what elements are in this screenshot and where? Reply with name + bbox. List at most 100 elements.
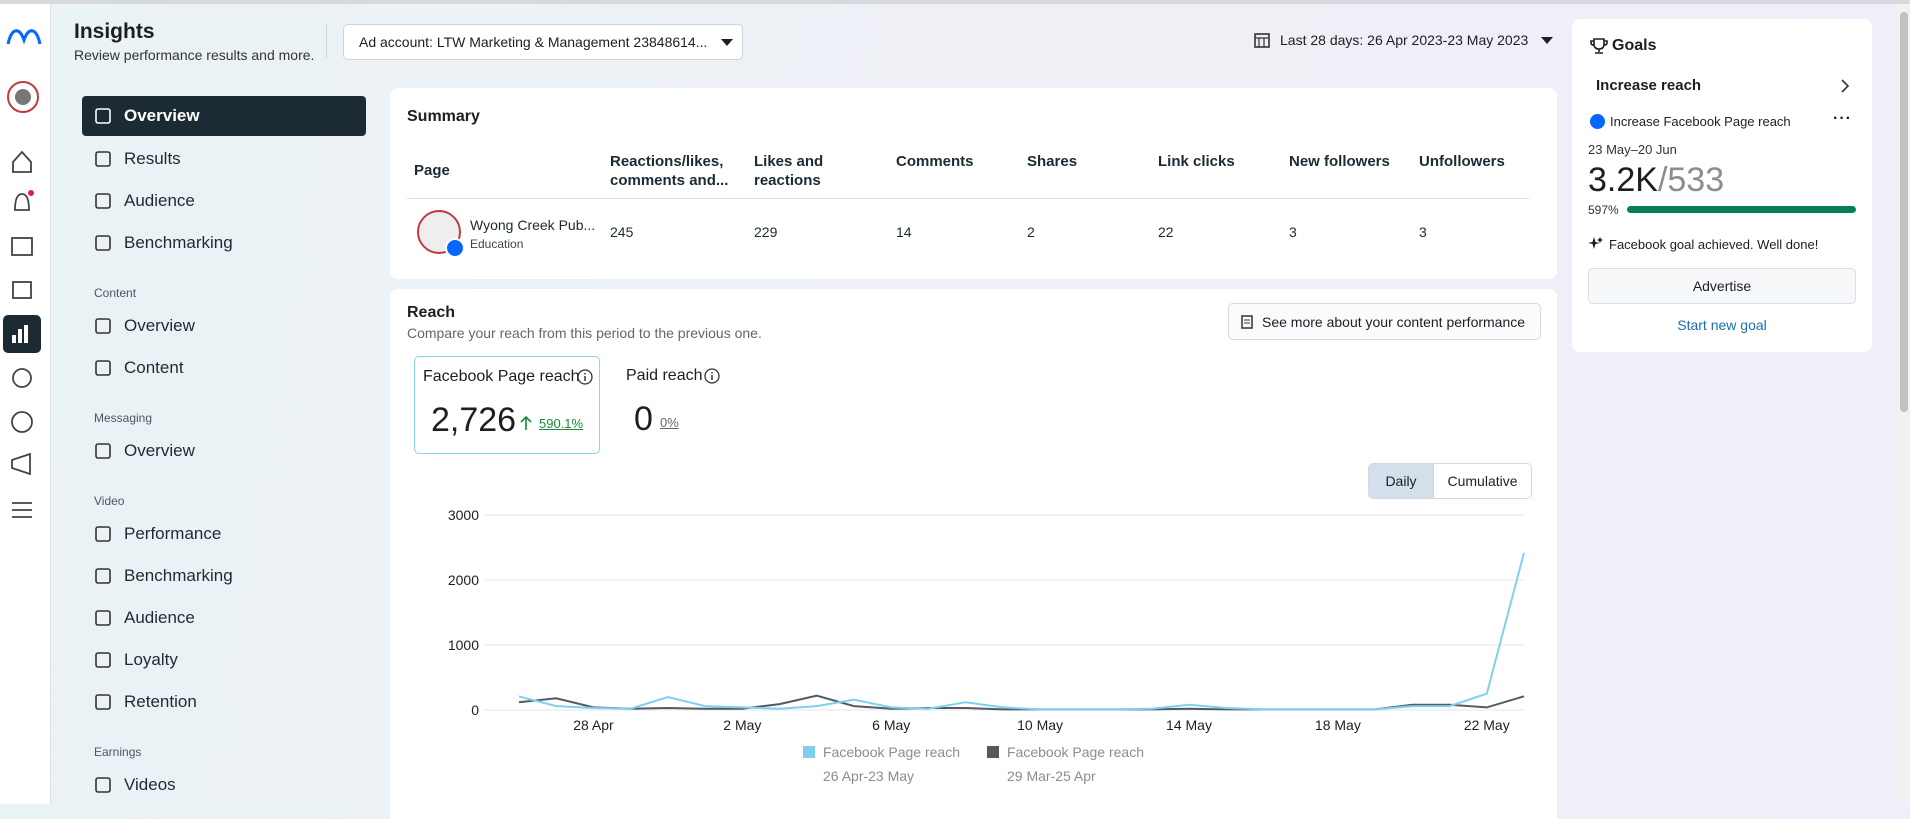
nav-icon xyxy=(95,610,111,626)
legend-swatch xyxy=(803,746,815,758)
goal-item: Increase Facebook Page reach xyxy=(1610,114,1791,129)
reach-title: Reach xyxy=(407,304,456,321)
nav-item[interactable]: Audience xyxy=(82,597,366,639)
summary-card: Summary Page Reactions/likes, comments an… xyxy=(390,88,1557,279)
monetize-icon[interactable] xyxy=(11,411,33,433)
date-range-selector[interactable]: Last 28 days: 26 Apr 2023-23 May 2023 xyxy=(1254,32,1554,48)
goal-name[interactable]: Increase reach xyxy=(1596,77,1702,94)
nav-item[interactable]: Benchmarking xyxy=(82,222,366,264)
nav-icon-shape xyxy=(95,235,111,251)
more-menu[interactable]: ··· xyxy=(1833,110,1852,127)
page-category: Education xyxy=(470,237,524,251)
dropdown-caret xyxy=(721,39,734,46)
nav-item[interactable]: Results xyxy=(82,138,366,180)
scrollbar-thumb[interactable] xyxy=(1900,12,1908,412)
icon-rail xyxy=(0,4,51,804)
header-divider xyxy=(407,198,1529,199)
x-tick-label: 18 May xyxy=(1315,717,1361,733)
nav-item-label: Overview xyxy=(124,106,200,125)
nav-item-label: Overview xyxy=(124,441,195,460)
nav-item-label: Overview xyxy=(124,316,195,335)
chevron xyxy=(1841,79,1850,93)
start-new-goal-link[interactable]: Start new goal xyxy=(1677,317,1767,333)
browser-edge xyxy=(0,0,1910,4)
up-arrow xyxy=(520,415,532,430)
column-header: Likes and reactions xyxy=(754,153,824,189)
nav-icon xyxy=(95,235,111,251)
inbox-icon[interactable] xyxy=(12,368,32,388)
metric-value: 2,726 xyxy=(431,401,517,439)
metric-card-selected[interactable]: Facebook Page reach 2,726 590.1% xyxy=(414,356,600,454)
nav-icon xyxy=(95,568,111,584)
x-tick-label: 2 May xyxy=(723,717,761,733)
legend-swatch xyxy=(987,746,999,758)
legend-label: Facebook Page reach xyxy=(1007,744,1144,760)
column-header: Unfollowers xyxy=(1419,153,1505,170)
nav-item[interactable]: Overview xyxy=(82,430,366,472)
nav-icon-shape xyxy=(95,526,111,542)
table-icon[interactable] xyxy=(11,237,33,256)
metric-change: 590.1% xyxy=(539,416,584,431)
posts-icon[interactable] xyxy=(12,281,32,299)
nav-item-label: Benchmarking xyxy=(124,566,233,585)
goal-current: 3.2K xyxy=(1588,161,1658,199)
toggle-daily[interactable]: Daily xyxy=(1369,464,1433,498)
y-tick-label: 2000 xyxy=(448,572,479,588)
content-performance-text: See more about your content performance xyxy=(1262,313,1526,330)
goal-progress-value: 3.2K/533 xyxy=(1588,161,1724,200)
trophy-icon xyxy=(1590,38,1608,54)
nav-item[interactable]: Overview xyxy=(82,96,366,136)
nav-item[interactable]: Retention xyxy=(82,681,366,723)
metric-value: 0 xyxy=(634,400,653,438)
nav-icon-shape xyxy=(95,151,111,167)
y-tick-label: 1000 xyxy=(448,637,479,653)
summary-value: 245 xyxy=(610,224,634,240)
metric-label: Facebook Page reach xyxy=(423,368,580,385)
x-tick-label: 22 May xyxy=(1464,717,1510,733)
y-tick-label: 3000 xyxy=(448,507,479,523)
nav-icon xyxy=(95,193,111,209)
nav-heading: Content xyxy=(94,286,137,300)
nav-item[interactable]: Content xyxy=(82,347,366,389)
ads-icon[interactable] xyxy=(11,452,31,476)
nav-icon xyxy=(95,360,111,376)
goals-title: Goals xyxy=(1612,37,1657,54)
facebook-badge xyxy=(445,238,465,258)
reach-subtitle: Compare your reach from this period to t… xyxy=(407,325,762,341)
advertise-button[interactable]: Advertise xyxy=(1588,268,1856,304)
column-header: Link clicks xyxy=(1158,153,1235,170)
x-tick-label: 6 May xyxy=(872,717,910,733)
home-icon[interactable] xyxy=(12,150,32,173)
menu-icon[interactable] xyxy=(12,502,32,518)
nav-icon xyxy=(95,108,111,124)
meta-logo xyxy=(6,29,42,45)
nav-item[interactable]: Audience xyxy=(82,180,366,222)
nav-item[interactable]: Benchmarking xyxy=(82,555,366,597)
series-line xyxy=(518,552,1525,711)
y-tick-label: 0 xyxy=(471,702,479,718)
toggle-cumulative[interactable]: Cumulative xyxy=(1433,464,1531,498)
summary-title: Summary xyxy=(407,108,480,125)
info-icon xyxy=(704,368,720,384)
nav-item[interactable]: Loyalty xyxy=(82,639,366,681)
nav-item[interactable]: Overview xyxy=(82,305,366,347)
page-title: Insights xyxy=(74,20,155,43)
date-range-label: Last 28 days: 26 Apr 2023-23 May 2023 xyxy=(1280,32,1529,48)
ad-account-selector[interactable]: Ad account: LTW Marketing & Management 2… xyxy=(343,24,743,60)
nav-heading: Earnings xyxy=(94,745,142,759)
bell-icon[interactable] xyxy=(14,193,30,211)
content-performance-link[interactable]: See more about your content performance xyxy=(1228,303,1541,340)
nav-icon-shape xyxy=(95,193,111,209)
nav-icon xyxy=(95,777,111,793)
nav-icon xyxy=(95,443,111,459)
x-tick-label: 14 May xyxy=(1166,717,1212,733)
nav-item[interactable]: Videos xyxy=(82,764,366,806)
nav-icon xyxy=(95,318,111,334)
nav-item-label: Benchmarking xyxy=(124,233,233,252)
column-header: New followers xyxy=(1289,153,1390,170)
facebook-icon xyxy=(1590,114,1605,129)
view-toggle: Daily Cumulative xyxy=(1368,463,1532,499)
nav-item[interactable]: Performance xyxy=(82,513,366,555)
notification-dot xyxy=(28,190,34,196)
